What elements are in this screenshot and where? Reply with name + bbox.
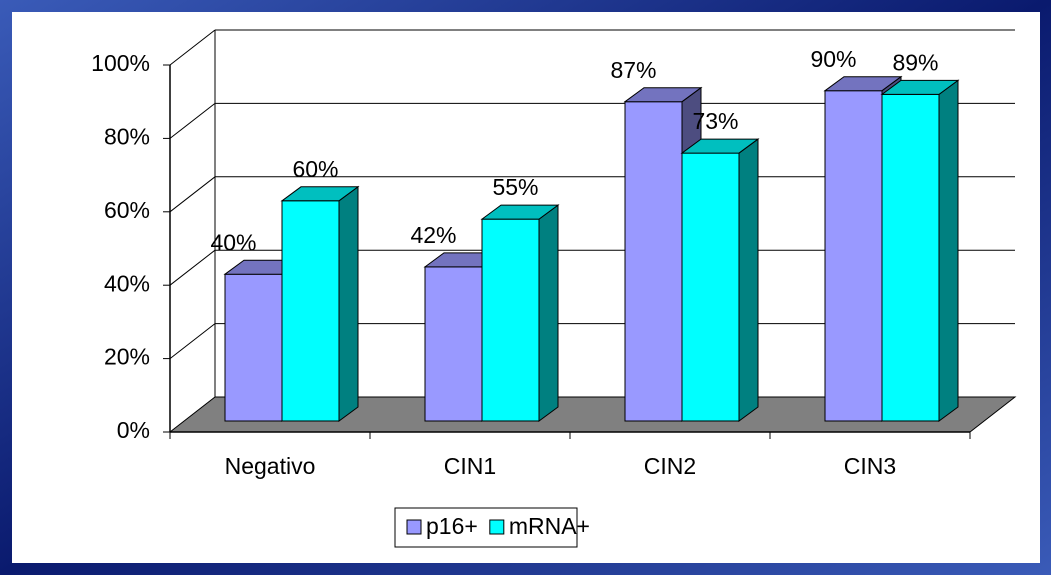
legend-label: mRNA+ xyxy=(509,513,590,539)
data-label: 55% xyxy=(492,174,538,200)
data-label: 42% xyxy=(410,222,456,248)
grid-line xyxy=(169,29,216,66)
data-label: 90% xyxy=(810,46,856,72)
x-tick-label: Negativo xyxy=(225,453,316,479)
bar xyxy=(881,93,940,422)
bar-side xyxy=(538,204,559,422)
bar-side xyxy=(738,138,759,422)
data-label: 87% xyxy=(610,57,656,83)
y-tick-label: 100% xyxy=(91,50,150,76)
x-tick-label: CIN2 xyxy=(644,453,696,479)
legend-label: p16+ xyxy=(426,513,478,539)
x-tick-label: CIN3 xyxy=(844,453,896,479)
data-label: 73% xyxy=(692,108,738,134)
grid-line xyxy=(169,249,216,286)
x-tick-label: CIN1 xyxy=(444,453,496,479)
bar-side xyxy=(938,79,959,422)
bar xyxy=(624,101,683,422)
data-label: 40% xyxy=(210,229,256,255)
bar-top xyxy=(680,138,760,154)
bar xyxy=(681,152,740,422)
y-tick-label: 80% xyxy=(104,123,150,149)
y-tick-label: 0% xyxy=(117,417,150,443)
y-tick-label: 40% xyxy=(104,270,150,296)
bar-top xyxy=(280,186,360,202)
bar-top xyxy=(880,79,960,95)
bar xyxy=(281,200,340,422)
legend-box xyxy=(394,507,578,548)
bar xyxy=(224,273,283,422)
data-label: 89% xyxy=(892,49,938,75)
bar xyxy=(424,266,483,422)
legend-swatch xyxy=(489,519,505,535)
bar xyxy=(481,218,540,422)
grid-line xyxy=(169,103,216,139)
y-tick-label: 60% xyxy=(104,197,150,223)
bar-top xyxy=(480,204,560,220)
y-tick-label: 20% xyxy=(104,344,150,370)
data-label: 60% xyxy=(292,156,338,182)
legend-swatch xyxy=(406,519,422,535)
grid-line xyxy=(169,176,216,213)
bar xyxy=(824,90,883,422)
bar-top xyxy=(823,76,903,92)
grid-line xyxy=(169,323,216,359)
bar-top xyxy=(623,87,703,103)
bar-side xyxy=(338,185,359,422)
